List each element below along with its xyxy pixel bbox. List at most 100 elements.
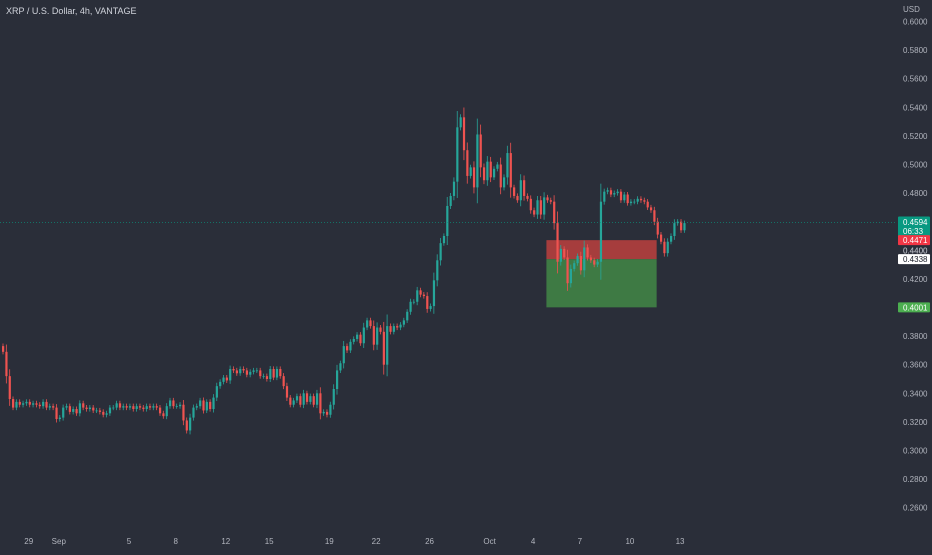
candle-body xyxy=(573,263,576,269)
candle xyxy=(362,322,365,348)
time-tick-label: 7 xyxy=(578,537,583,546)
candle-body xyxy=(659,234,663,242)
price-axis[interactable]: USD 0.6000 0.5800 0.5600 0.5400 0.5200 0.5000… xyxy=(903,5,928,513)
candle xyxy=(596,259,599,268)
candle xyxy=(339,360,342,373)
candle-body xyxy=(148,406,152,408)
candle xyxy=(25,399,28,406)
candle xyxy=(352,336,355,345)
candle-body xyxy=(82,403,85,408)
candle-body xyxy=(539,200,542,215)
candle-body xyxy=(462,117,466,151)
candle-body xyxy=(68,406,71,412)
candle xyxy=(583,240,586,278)
candle xyxy=(95,407,98,414)
candles xyxy=(2,107,686,435)
candle-body xyxy=(583,247,586,271)
candle xyxy=(626,191,629,206)
price-marker-label: 0.4001 xyxy=(903,303,928,312)
candle xyxy=(456,111,459,198)
candle-body xyxy=(185,420,188,431)
candle-body xyxy=(623,194,626,201)
candle xyxy=(135,403,138,412)
candle-body xyxy=(653,210,656,222)
candle-body xyxy=(432,280,436,307)
candle xyxy=(680,219,683,233)
candle xyxy=(356,332,359,342)
candle-body xyxy=(108,407,112,414)
candle-body xyxy=(75,409,78,414)
time-axis[interactable]: 29 Sep 5 8 12 15 19 22 26 Oct 4 7 10 13 xyxy=(24,537,685,546)
candle-body xyxy=(42,401,45,407)
time-tick-label: 12 xyxy=(221,537,230,546)
candle-body xyxy=(52,406,55,408)
candle-body xyxy=(379,327,382,332)
candle-body xyxy=(426,296,429,309)
candle-body xyxy=(22,403,25,405)
candle-body xyxy=(683,223,686,231)
candle-body xyxy=(439,243,442,261)
candle xyxy=(439,238,442,266)
candle-body xyxy=(158,407,162,414)
candle xyxy=(462,107,466,161)
candle xyxy=(529,195,532,214)
candle-body xyxy=(436,260,439,281)
candle-body xyxy=(38,404,41,407)
candle-body xyxy=(529,198,532,211)
take-profit-zone[interactable] xyxy=(546,259,657,308)
candle-body xyxy=(593,260,596,265)
candle-body xyxy=(599,201,603,262)
candle-body xyxy=(205,401,208,411)
candle-body xyxy=(603,191,606,202)
candle xyxy=(426,292,429,313)
candle-body xyxy=(503,177,506,188)
candle-body xyxy=(142,407,145,410)
candle-body xyxy=(446,205,449,236)
candle xyxy=(409,298,412,315)
candle xyxy=(98,407,102,415)
candle xyxy=(419,287,422,298)
candle-body xyxy=(249,371,252,375)
candle-body xyxy=(486,161,489,181)
candle xyxy=(195,403,198,411)
candle-body xyxy=(309,396,312,402)
candle-body xyxy=(322,411,325,414)
candle-body xyxy=(352,338,355,342)
candle-body xyxy=(452,181,456,196)
candle-body xyxy=(138,406,142,408)
candle-body xyxy=(195,406,198,408)
candle-body xyxy=(199,400,202,407)
candle-body xyxy=(165,406,168,417)
price-tick-label: 0.5200 xyxy=(903,132,928,141)
time-tick-label: Oct xyxy=(483,537,496,546)
candle xyxy=(322,409,325,416)
candle-body xyxy=(62,407,65,418)
candle xyxy=(469,164,472,179)
candle xyxy=(513,184,516,199)
candle xyxy=(279,366,282,379)
candle-body xyxy=(252,370,255,372)
candle-body xyxy=(509,153,512,188)
candle xyxy=(232,366,235,373)
candle xyxy=(386,314,389,377)
candle xyxy=(372,320,375,351)
candle xyxy=(115,400,118,411)
chart-title: XRP / U.S. Dollar, 4h, VANTAGE xyxy=(6,6,137,16)
candle-body xyxy=(643,200,646,202)
candle xyxy=(88,405,92,412)
candle-body xyxy=(189,417,192,431)
candle-body xyxy=(666,241,669,254)
candle xyxy=(239,366,242,376)
candle xyxy=(78,400,82,417)
candle xyxy=(506,145,509,185)
candle xyxy=(282,373,285,390)
candle-body xyxy=(513,187,516,196)
candle-body xyxy=(269,368,272,379)
candle-body xyxy=(506,153,509,178)
price-marker: 0.4400 xyxy=(903,246,928,255)
candle xyxy=(222,374,225,385)
candle-body xyxy=(596,261,599,265)
candle-body xyxy=(479,134,482,168)
candle xyxy=(516,193,519,203)
